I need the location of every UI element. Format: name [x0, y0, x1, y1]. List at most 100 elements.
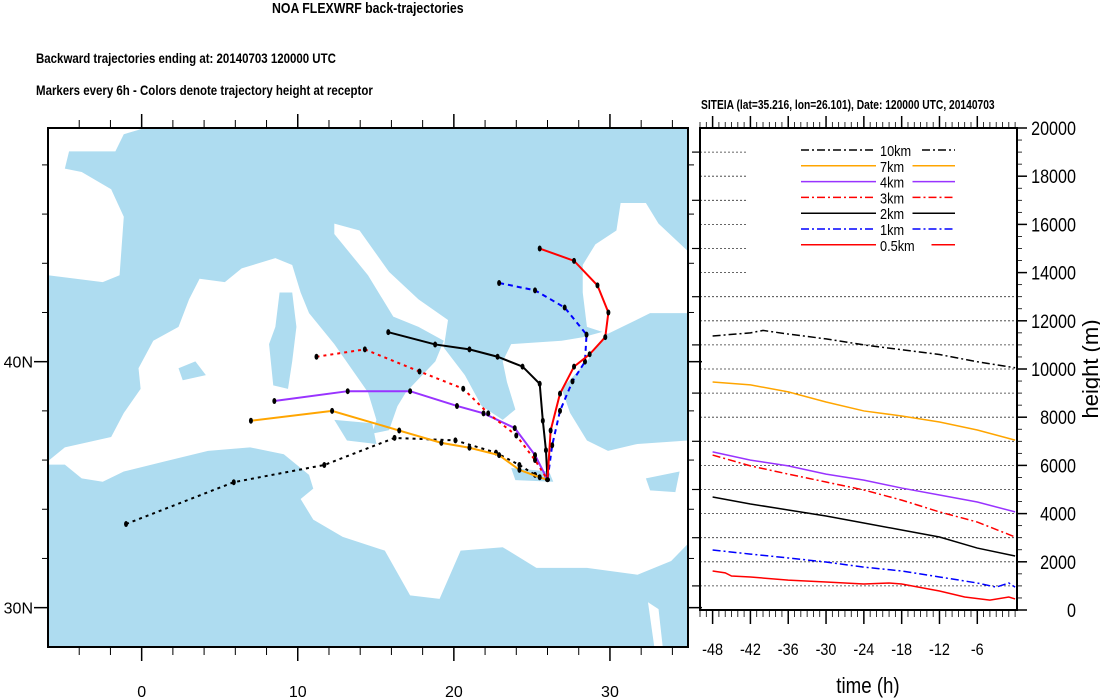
map-frame	[47, 127, 689, 648]
legend-item-4km: 4km	[801, 174, 955, 191]
black-sea	[582, 203, 688, 334]
red-sea	[648, 602, 663, 647]
corsica-sardinia	[269, 292, 297, 389]
trajectory-marker	[570, 378, 575, 385]
trajectory-marker	[533, 287, 538, 294]
height-tick-label: 4000	[1040, 503, 1076, 525]
trajectory-1km	[498, 281, 588, 480]
trajectory-marker	[497, 279, 502, 286]
profile-grid	[700, 151, 1017, 587]
trajectory-marker	[514, 432, 519, 439]
profile-axes: -48 -42 -36 -30 -24 -18 -12 -6 0 2000 4000 6000 8000…	[692, 116, 1076, 659]
time-tick-label: -6	[971, 641, 984, 659]
legend-item-1km: 1km	[801, 221, 955, 238]
profile-lines	[712, 329, 1016, 601]
trajectory-marker	[537, 245, 542, 252]
profile-line-0.5km	[712, 570, 1016, 601]
time-tick-label: -36	[778, 641, 799, 659]
legend-label: 4km	[880, 174, 904, 191]
trajectory-marker	[314, 353, 319, 360]
map-y-tick-label: 40N	[4, 355, 33, 372]
trajectory-marker	[582, 358, 587, 365]
trajectory-marker	[362, 346, 367, 353]
time-tick-label: -24	[853, 641, 874, 659]
trajectory-marker	[533, 457, 538, 464]
map-y-tick-label: 30N	[4, 601, 33, 618]
trajectory-marker	[558, 390, 562, 397]
trajectory-marker	[562, 304, 567, 311]
trajectory-marker	[520, 363, 525, 370]
trajectory-marker	[330, 407, 335, 414]
trajectory-marker	[495, 353, 500, 360]
trajectory-marker	[392, 434, 397, 441]
height-tick-label: 16000	[1031, 214, 1076, 236]
trajectory-marker	[454, 402, 459, 409]
trajectory-marker	[533, 452, 538, 459]
time-tick-label: -48	[702, 641, 723, 659]
legend-label: 10km	[880, 142, 911, 159]
trajectory-marker	[548, 427, 553, 434]
profile-ylabel: height (m)	[1078, 319, 1100, 418]
profile-line-2km	[712, 496, 1016, 557]
time-tick-label: -30	[816, 641, 837, 659]
profile-line-7km	[712, 381, 1016, 441]
trajectory-marker	[512, 425, 517, 432]
trajectory-marker	[486, 410, 491, 417]
profile-xlabel: time (h)	[836, 675, 899, 699]
trajectory-marker	[606, 309, 611, 316]
trajectory-marker	[248, 417, 253, 424]
trajectory-marker	[550, 442, 555, 449]
map-x-tick-label: 0	[137, 684, 146, 700]
profile-line-4km	[712, 451, 1016, 513]
trajectory-marker	[408, 388, 413, 395]
legend-label: 7km	[880, 158, 904, 175]
legend-item-10km: 10km	[801, 142, 955, 159]
trajectory-marker	[272, 398, 277, 405]
profile-line-10km	[712, 329, 1016, 369]
profile-panel: -48 -42 -36 -30 -24 -18 -12 -6 0 2000 4000 6000 8000…	[692, 116, 1100, 698]
map-x-tick-label: 30	[601, 684, 619, 700]
height-tick-label: 12000	[1031, 311, 1076, 333]
trajectory-marker	[439, 439, 444, 446]
profile-line-3km	[712, 454, 1016, 538]
height-tick-label: 10000	[1031, 359, 1076, 381]
chart-title: NOA FLEXWRF back-trajectories	[272, 0, 464, 17]
trajectory-marker	[572, 257, 577, 264]
height-tick-label: 6000	[1040, 455, 1076, 477]
legend-label: 0.5km	[880, 237, 915, 254]
time-tick-label: -42	[740, 641, 761, 659]
trajectory-marker	[543, 447, 548, 454]
map-panel: 0 10 20 30 30N 40N	[4, 114, 702, 700]
trajectory-marker	[397, 427, 402, 434]
trajectory-marker	[467, 444, 472, 451]
height-tick-label: 20000	[1031, 118, 1076, 140]
legend-item-3km: 3km	[801, 189, 955, 207]
height-tick-label: 8000	[1040, 407, 1076, 429]
trajectory-marker	[386, 329, 391, 336]
cyprus	[645, 471, 680, 493]
balearics	[178, 361, 206, 381]
trajectory-marker	[417, 368, 422, 375]
profile-line-1km	[712, 549, 1016, 588]
trajectory-marker	[345, 388, 350, 395]
time-tick-label: -18	[891, 641, 912, 659]
map-axes: 0 10 20 30 30N 40N	[4, 114, 702, 700]
trajectory-marker	[517, 461, 522, 468]
sea-layer	[48, 128, 688, 647]
receptor-marker	[545, 477, 551, 483]
legend-label: 1km	[880, 221, 904, 238]
legend-item-0.5km: 0.5km	[801, 237, 955, 254]
trajectory-marker	[558, 407, 562, 414]
trajectory-marker	[461, 385, 466, 392]
trajectory-marker	[453, 437, 458, 444]
trajectory-marker	[540, 417, 545, 424]
trajectory-marker	[603, 334, 608, 341]
subtitle-ending: Backward trajectories ending at: 2014070…	[36, 50, 336, 66]
trajectory-3km	[316, 348, 549, 481]
legend-label: 2km	[880, 205, 904, 222]
trajectory-marker	[124, 521, 129, 528]
trajectory-marker	[587, 351, 592, 358]
height-tick-label: 2000	[1040, 552, 1076, 574]
trajectory-marker	[433, 341, 438, 348]
trajectory-4km	[274, 390, 549, 481]
